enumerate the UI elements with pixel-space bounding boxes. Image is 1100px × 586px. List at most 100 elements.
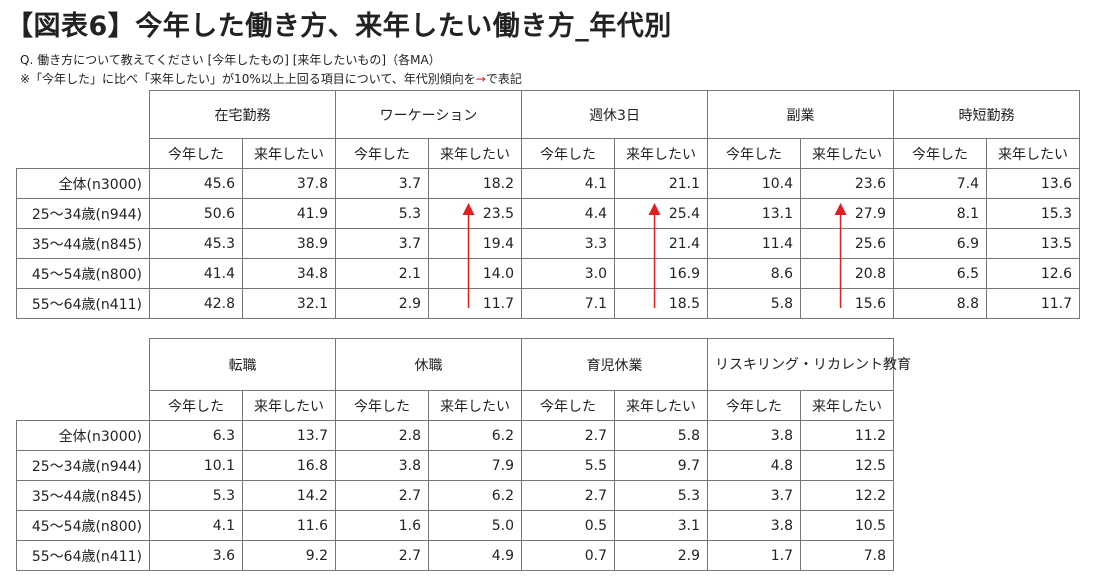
value-cell: 2.9: [335, 288, 429, 319]
sub-header: 今年した: [707, 390, 801, 421]
row-label: 45～54歳(n800): [16, 258, 150, 289]
value-cell: 38.9: [242, 228, 336, 259]
value-cell: 3.8: [707, 420, 801, 451]
value-cell: 4.1: [521, 168, 616, 199]
red-arrow-icon: →: [475, 72, 486, 86]
value-cell: 0.7: [521, 540, 615, 571]
value-cell: 13.6: [986, 168, 1081, 199]
value-cell: 12.2: [800, 480, 894, 511]
value-cell: 8.6: [707, 258, 802, 289]
group-header-row: 在宅勤務 ワーケーション 週休3日 副業 時短勤務: [17, 90, 1081, 139]
group-header: 週休3日: [521, 90, 709, 139]
table-row: 35～44歳(n845) 45.3 38.9 3.7 19.4 3.3 21.4 11.4 25…: [16, 228, 1081, 259]
value-cell: 13.7: [242, 420, 336, 451]
table-row: 45～54歳(n800) 4.1 11.6 1.6 5.0 0.5 3.1 3.8 10.5: [16, 510, 894, 541]
value-cell: 20.8: [800, 258, 895, 289]
value-cell: 13.5: [986, 228, 1081, 259]
value-cell: 14.0: [427, 258, 523, 289]
corner-blank: [17, 91, 150, 139]
value-cell: 12.6: [986, 258, 1081, 289]
value-cell: 6.3: [149, 420, 243, 451]
value-cell: 9.7: [614, 450, 708, 481]
value-cell: 5.8: [614, 420, 708, 451]
value-cell: 23.6: [800, 168, 895, 199]
value-cell: 18.5: [614, 288, 709, 319]
page-title: 【図表6】今年した働き方、来年したい働き方_年代別: [6, 11, 672, 42]
value-cell: 45.6: [149, 168, 243, 199]
value-cell: 4.8: [707, 450, 801, 481]
value-cell: 2.7: [335, 540, 429, 571]
value-cell: 3.1: [614, 510, 708, 541]
value-cell: 6.2: [428, 420, 522, 451]
sub-header: 今年した: [149, 138, 243, 169]
value-cell: 16.9: [614, 258, 709, 289]
value-cell: 10.4: [707, 168, 802, 199]
value-cell: 18.2: [427, 168, 523, 199]
row-label: 35～44歳(n845): [16, 228, 150, 259]
value-cell: 3.0: [521, 258, 616, 289]
sub-header: 来年したい: [800, 138, 895, 169]
sub-header: 来年したい: [242, 390, 336, 421]
value-cell: 6.9: [893, 228, 988, 259]
table-row: 55～64歳(n411) 3.6 9.2 2.7 4.9 0.7 2.9 1.7 7.8: [16, 540, 894, 571]
value-cell: 10.5: [800, 510, 894, 541]
value-cell: 9.2: [242, 540, 336, 571]
value-cell: 19.4: [427, 228, 523, 259]
group-header: 副業: [707, 90, 895, 139]
row-label: 全体(n3000): [16, 420, 150, 451]
value-cell: 41.4: [149, 258, 243, 289]
value-cell: 5.3: [149, 480, 243, 511]
table-row: 55～64歳(n411) 42.8 32.1 2.9 11.7 7.1 18.5 5.8 15.…: [16, 288, 1081, 319]
group-header-row: 転職 休職 育児休業 リスキリング・リカレント教育: [17, 338, 911, 391]
value-cell: 0.5: [521, 510, 615, 541]
value-cell: 6.5: [893, 258, 988, 289]
value-cell: 14.2: [242, 480, 336, 511]
value-cell: 34.8: [242, 258, 336, 289]
note-text: ※「今年した」に比べ「来年したい」が10%以上上回る項目について、年代別傾向を→…: [20, 70, 522, 87]
sub-header: 今年した: [521, 390, 615, 421]
value-cell: 7.1: [521, 288, 616, 319]
sub-header-row: 今年した 来年したい 今年した 来年したい 今年した 来年したい 今年した 来年したい 今年した…: [16, 138, 1081, 169]
note-text-before: ※「今年した」に比べ「来年したい」が10%以上上回る項目について、年代別傾向を: [20, 72, 476, 86]
value-cell: 37.8: [242, 168, 336, 199]
row-label: 35～44歳(n845): [16, 480, 150, 511]
sub-header-row: 今年した 来年したい 今年した 来年したい 今年した 来年したい 今年した 来年したい: [16, 390, 894, 421]
table-row: 45～54歳(n800) 41.4 34.8 2.1 14.0 3.0 16.9 8.6 20.…: [16, 258, 1081, 289]
value-cell: 11.6: [242, 510, 336, 541]
value-cell: 3.8: [707, 510, 801, 541]
value-cell: 11.7: [427, 288, 523, 319]
corner-blank: [16, 138, 150, 169]
sub-header: 今年した: [893, 138, 988, 169]
value-cell: 4.9: [428, 540, 522, 571]
sub-header: 今年した: [335, 390, 429, 421]
row-label: 55～64歳(n411): [16, 540, 150, 571]
value-cell: 13.1: [707, 198, 802, 229]
table-row: 全体(n3000) 6.3 13.7 2.8 6.2 2.7 5.8 3.8 11.2: [16, 420, 894, 451]
row-label: 25～34歳(n944): [16, 198, 150, 229]
table-upper: 在宅勤務 ワーケーション 週休3日 副業 時短勤務 今年した 来年したい 今年した 来年したい今…: [16, 90, 1081, 319]
group-header: 時短勤務: [893, 90, 1081, 139]
table-row: 35～44歳(n845) 5.3 14.2 2.7 6.2 2.7 5.3 3.7 12.2: [16, 480, 894, 511]
sub-header: 今年した: [521, 138, 616, 169]
value-cell: 3.7: [335, 168, 429, 199]
value-cell: 32.1: [242, 288, 336, 319]
value-cell: 3.6: [149, 540, 243, 571]
value-cell: 3.7: [335, 228, 429, 259]
value-cell: 45.3: [149, 228, 243, 259]
sub-header: 今年した: [707, 138, 802, 169]
value-cell: 25.6: [800, 228, 895, 259]
group-header: 育児休業: [521, 338, 708, 391]
value-cell: 2.7: [335, 480, 429, 511]
group-header: 在宅勤務: [149, 90, 336, 139]
value-cell: 3.3: [521, 228, 616, 259]
value-cell: 7.4: [893, 168, 988, 199]
row-label: 全体(n3000): [16, 168, 150, 199]
sub-header: 来年したい: [428, 390, 522, 421]
value-cell: 23.5: [427, 198, 523, 229]
sub-header: 今年した: [149, 390, 243, 421]
sub-header: 来年したい: [986, 138, 1081, 169]
corner-blank: [17, 339, 150, 391]
table-row: 25～34歳(n944) 10.1 16.8 3.8 7.9 5.5 9.7 4.8 12.5: [16, 450, 894, 481]
value-cell: 4.4: [521, 198, 616, 229]
value-cell: 5.5: [521, 450, 615, 481]
